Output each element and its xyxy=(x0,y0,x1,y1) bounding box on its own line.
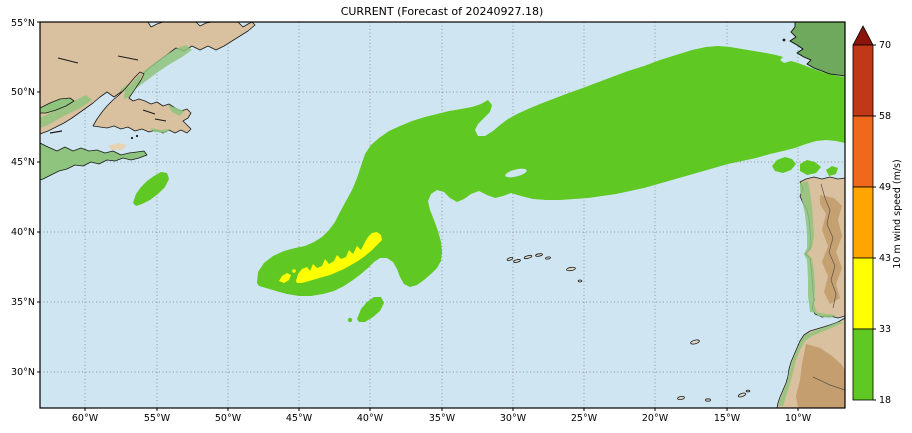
wind-patch-galicia-1 xyxy=(772,157,796,173)
lat-label-30n: 30°N xyxy=(11,367,35,378)
land-anticosti-island xyxy=(39,97,75,114)
atlantic-islands xyxy=(506,253,751,402)
azores-pico xyxy=(513,259,521,263)
lon-label-50w: 50°W xyxy=(215,413,242,424)
morocco-green-coast xyxy=(778,322,844,406)
azores-terceira xyxy=(545,256,551,260)
border-morocco xyxy=(812,376,846,391)
wind-patch-dot xyxy=(347,317,353,323)
wind-patch-galicia-2 xyxy=(800,160,821,175)
morocco-atlas-mountains xyxy=(796,344,845,408)
colorbar-tick-33: 33 xyxy=(879,324,891,335)
lat-label-35n: 35°N xyxy=(11,297,35,308)
madeira-island xyxy=(690,339,700,345)
lat-label-55n: 55°N xyxy=(11,18,35,29)
wind-overlay xyxy=(133,22,846,323)
wind-band-hole xyxy=(505,168,527,178)
colorbar-seg-33-43 xyxy=(852,257,874,330)
border-portugal-spain xyxy=(820,183,837,309)
azores-sao-jorge xyxy=(523,254,533,260)
land-labrador-green-fringe xyxy=(40,45,192,128)
wind-yellow-spot xyxy=(279,273,291,283)
colorbar-axis-label: 10 m wind speed (m/s) xyxy=(892,159,903,268)
lon-label-40w: 40°W xyxy=(357,413,384,424)
lon-label-20w: 20°W xyxy=(642,413,669,424)
ireland-islet xyxy=(782,38,786,42)
lon-label-25w: 25°W xyxy=(571,413,598,424)
colorbar: 70 58 49 43 33 18 10 m wind speed (m/s) xyxy=(852,25,903,406)
lon-label-10w: 10°W xyxy=(785,413,812,424)
land-cape-breton-highland xyxy=(108,143,127,150)
lon-label-30w: 30°W xyxy=(500,413,527,424)
lon-label-60w: 60°W xyxy=(72,413,99,424)
newfoundland-river xyxy=(142,109,156,115)
colorbar-seg-18-33 xyxy=(852,328,874,401)
axis-ticks xyxy=(37,21,799,411)
iberia-green-coast xyxy=(800,181,836,318)
colorbar-tick-49: 49 xyxy=(879,182,891,193)
labrador-river xyxy=(57,57,79,64)
canary-la-palma xyxy=(677,396,685,400)
lat-label-45n: 45°N xyxy=(11,157,35,168)
lon-axis-labels: 60°W 55°W 50°W 45°W 40°W 35°W 30°W 25°W … xyxy=(72,413,812,424)
colorbar-arrow-cap xyxy=(852,25,874,46)
lat-axis-labels: 55°N 50°N 45°N 40°N 35°N 30°N xyxy=(11,18,35,378)
colorbar-tick-18: 18 xyxy=(879,395,891,406)
canary-tenerife xyxy=(705,398,711,402)
wind-patch-south-of-newfoundland xyxy=(133,172,169,206)
canary-islet xyxy=(745,389,751,393)
land-labrador xyxy=(39,21,256,135)
lat-label-40n: 40°N xyxy=(11,227,35,238)
iberia-mountains xyxy=(820,195,842,304)
colorbar-seg-43-49 xyxy=(852,186,874,259)
lon-label-45w: 45°W xyxy=(286,413,313,424)
lon-label-55w: 55°W xyxy=(144,413,171,424)
labrador-river-2 xyxy=(117,55,139,61)
landmasses xyxy=(39,21,846,409)
azores-sao-miguel xyxy=(566,266,576,272)
figure-title: CURRENT (Forecast of 20240927.18) xyxy=(341,5,544,18)
colorbar-tick-70: 70 xyxy=(879,40,891,51)
colorbar-tick-58: 58 xyxy=(879,111,891,122)
wind-yellow-dot xyxy=(292,269,296,273)
newfoundland-river-2 xyxy=(154,118,167,122)
azores-santa-maria xyxy=(577,279,583,283)
magdalen-islands xyxy=(49,130,63,134)
lon-label-35w: 35°W xyxy=(429,413,456,424)
wind-band-33-43-core xyxy=(296,232,382,283)
miquelon-islet xyxy=(135,134,139,138)
colorbar-seg-49-58 xyxy=(852,115,874,188)
wind-patch-south-azores xyxy=(357,297,384,322)
lon-label-15w: 15°W xyxy=(714,413,741,424)
st-pierre-islet xyxy=(130,136,134,140)
azores-faial xyxy=(506,257,514,261)
ireland-coastline-overlay xyxy=(789,22,846,77)
land-nova-scotia xyxy=(39,142,148,181)
colorbar-tick-43: 43 xyxy=(879,253,891,264)
canary-lanzarote xyxy=(737,392,747,398)
colorbar-tick-marks xyxy=(873,44,876,401)
colorbar-seg-58-70 xyxy=(852,44,874,117)
lat-label-50n: 50°N xyxy=(11,87,35,98)
wind-patch-galicia-3 xyxy=(826,166,838,176)
azores-graciosa xyxy=(535,253,543,257)
wind-band-18-33-main xyxy=(257,46,845,296)
